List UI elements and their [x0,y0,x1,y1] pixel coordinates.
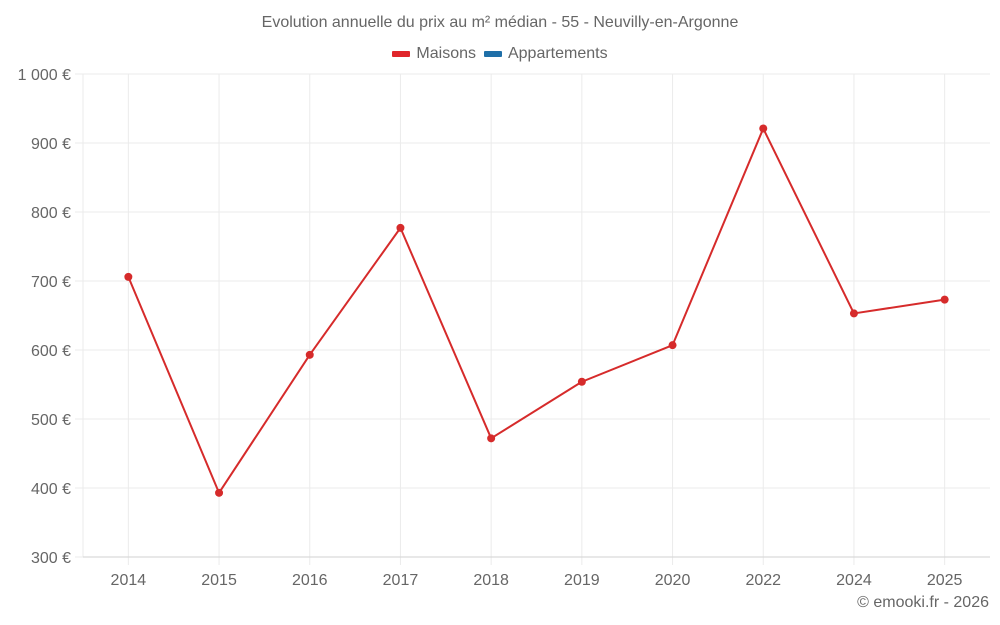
chart-title: Evolution annuelle du prix au m² médian … [261,14,739,31]
y-tick-label: 800 € [31,205,71,222]
x-tick-label: 2017 [383,572,419,589]
data-point [305,350,314,359]
x-tick-label: 2025 [927,572,963,589]
x-axis: 2014 2015 2016 2017 2018 2019 2020 2022 2024 2025 [83,556,990,589]
y-tick-label: 300 € [31,550,71,567]
x-tick-label: 2015 [201,572,237,589]
y-tick-label: 700 € [31,274,71,291]
data-point [759,124,768,133]
x-tick-label: 2019 [564,572,600,589]
legend-label-appartements: Appartements [507,45,608,62]
x-tick-label: 2022 [745,572,781,589]
data-point [215,488,224,497]
data-point [124,272,133,281]
data-point [849,309,858,318]
y-tick-label: 900 € [31,136,71,153]
legend-item-maisons[interactable]: Maisons [392,45,476,63]
data-point [668,341,677,350]
data-point [577,377,586,386]
y-axis: 300 € 400 € 500 € 600 € 700 € 800 € 900 € 1 000… [18,67,71,567]
x-tick-label: 2020 [655,572,691,589]
maisons-line [127,127,945,494]
y-tick-label: 600 € [31,343,71,360]
data-point [487,434,496,443]
y-tick-label: 500 € [31,412,71,429]
x-tick-label: 2024 [836,572,872,589]
legend-swatch-appartements [483,51,502,57]
legend-swatch-maisons [392,51,411,57]
data-point [396,223,405,232]
legend: Maisons Appartements [0,45,1000,63]
data-point [940,295,949,304]
y-tick-label: 1 000 € [18,67,71,84]
x-tick-label: 2014 [111,572,147,589]
legend-label-maisons: Maisons [416,45,476,62]
credit-text: © emooki.fr - 2026 [857,594,989,611]
legend-item-appartements[interactable]: Appartements [483,45,608,63]
y-tick-label: 400 € [31,481,71,498]
gridlines [75,73,990,565]
x-tick-label: 2018 [473,572,509,589]
x-tick-label: 2016 [292,572,328,589]
series-maisons [124,124,949,497]
